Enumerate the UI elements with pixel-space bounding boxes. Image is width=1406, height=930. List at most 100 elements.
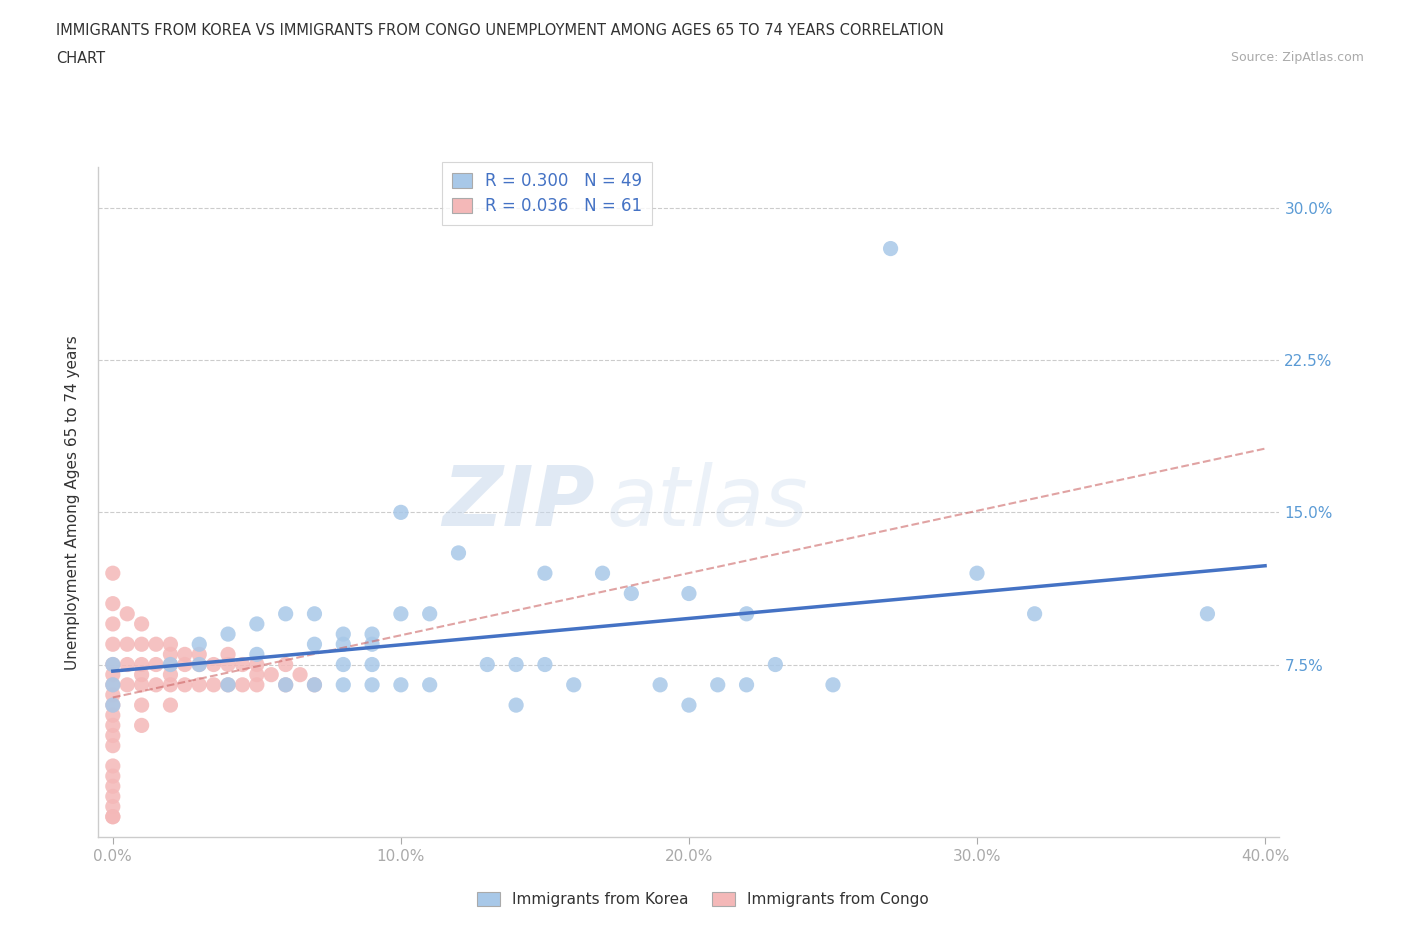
Point — [131, 698, 153, 712]
Point — [173, 647, 195, 662]
Point — [101, 658, 124, 672]
Legend: R = 0.300   N = 49, R = 0.036   N = 61: R = 0.300 N = 49, R = 0.036 N = 61 — [441, 163, 652, 225]
Point — [217, 658, 239, 672]
Point — [304, 677, 326, 692]
Point — [706, 677, 728, 692]
Point — [101, 799, 124, 814]
Point — [131, 718, 153, 733]
Point — [115, 637, 138, 652]
Point — [419, 606, 441, 621]
Point — [332, 677, 354, 692]
Point — [361, 627, 384, 642]
Point — [246, 617, 269, 631]
Point — [101, 617, 124, 631]
Point — [159, 677, 181, 692]
Point — [188, 658, 211, 672]
Point — [505, 698, 527, 712]
Point — [159, 698, 181, 712]
Point — [592, 565, 614, 580]
Point — [101, 718, 124, 733]
Point — [101, 687, 124, 702]
Point — [821, 677, 844, 692]
Point — [389, 505, 412, 520]
Point — [534, 658, 557, 672]
Point — [145, 637, 167, 652]
Point — [620, 586, 643, 601]
Point — [101, 596, 124, 611]
Point — [650, 677, 672, 692]
Point — [202, 677, 225, 692]
Point — [101, 809, 124, 824]
Point — [246, 658, 269, 672]
Point — [131, 658, 153, 672]
Point — [101, 728, 124, 743]
Point — [101, 677, 124, 692]
Point — [101, 759, 124, 774]
Point — [304, 606, 326, 621]
Point — [246, 677, 269, 692]
Point — [534, 565, 557, 580]
Point — [966, 565, 988, 580]
Point — [115, 677, 138, 692]
Point — [361, 637, 384, 652]
Point — [101, 698, 124, 712]
Point — [101, 637, 124, 652]
Point — [361, 658, 384, 672]
Point — [447, 546, 470, 561]
Point — [101, 667, 124, 682]
Point — [246, 667, 269, 682]
Point — [101, 658, 124, 672]
Point — [101, 708, 124, 723]
Point — [101, 698, 124, 712]
Point — [274, 658, 297, 672]
Point — [274, 606, 297, 621]
Point — [159, 658, 181, 672]
Point — [101, 565, 124, 580]
Point — [101, 789, 124, 804]
Point — [101, 778, 124, 793]
Point — [1024, 606, 1046, 621]
Point — [231, 658, 253, 672]
Point — [735, 606, 758, 621]
Point — [304, 637, 326, 652]
Point — [217, 627, 239, 642]
Point — [217, 677, 239, 692]
Text: CHART: CHART — [56, 51, 105, 66]
Point — [131, 677, 153, 692]
Point — [173, 677, 195, 692]
Point — [131, 617, 153, 631]
Point — [188, 658, 211, 672]
Point — [763, 658, 786, 672]
Point — [101, 809, 124, 824]
Point — [389, 677, 412, 692]
Point — [159, 658, 181, 672]
Point — [115, 606, 138, 621]
Legend: Immigrants from Korea, Immigrants from Congo: Immigrants from Korea, Immigrants from C… — [471, 885, 935, 913]
Point — [1197, 606, 1219, 621]
Point — [131, 667, 153, 682]
Point — [145, 677, 167, 692]
Point — [101, 738, 124, 753]
Point — [159, 637, 181, 652]
Point — [202, 658, 225, 672]
Point — [173, 658, 195, 672]
Point — [505, 658, 527, 672]
Point — [304, 677, 326, 692]
Point — [332, 627, 354, 642]
Point — [735, 677, 758, 692]
Point — [332, 637, 354, 652]
Point — [288, 667, 311, 682]
Point — [246, 647, 269, 662]
Point — [361, 677, 384, 692]
Point — [562, 677, 585, 692]
Point — [678, 698, 700, 712]
Point — [274, 677, 297, 692]
Point — [419, 677, 441, 692]
Text: atlas: atlas — [606, 461, 808, 543]
Text: IMMIGRANTS FROM KOREA VS IMMIGRANTS FROM CONGO UNEMPLOYMENT AMONG AGES 65 TO 74 : IMMIGRANTS FROM KOREA VS IMMIGRANTS FROM… — [56, 23, 943, 38]
Point — [159, 667, 181, 682]
Point — [159, 647, 181, 662]
Y-axis label: Unemployment Among Ages 65 to 74 years: Unemployment Among Ages 65 to 74 years — [65, 335, 80, 670]
Point — [678, 586, 700, 601]
Point — [115, 658, 138, 672]
